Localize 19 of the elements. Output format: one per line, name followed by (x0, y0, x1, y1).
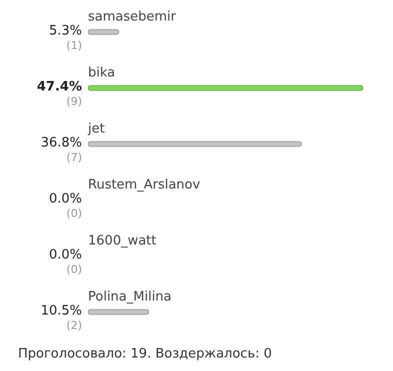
text: (0) (66, 206, 82, 220)
y-tick-label: 1600_watt (88, 233, 156, 248)
text: (1) (66, 38, 82, 52)
data-label: 10.5% (40, 303, 82, 318)
y-tick-label: Rustem_Arslanov (88, 177, 200, 192)
data-label: 0.0% (48, 191, 82, 206)
data-label: 47.4% (36, 79, 82, 94)
text: (0) (66, 262, 82, 276)
data-label: 0.0% (48, 247, 82, 262)
y-tick-label: samasebemir (88, 9, 177, 24)
y-tick-label: bika (88, 65, 116, 80)
y-tick-label: Polina_Milina (88, 289, 172, 304)
text: (7) (66, 150, 82, 164)
text: Проголосовало: 19. Воздержалось: 0 (18, 346, 272, 362)
y-tick-label: jet (87, 121, 105, 136)
text: (9) (66, 94, 82, 108)
data-label: 36.8% (40, 135, 82, 150)
data-label: 5.3% (48, 23, 82, 38)
text: (2) (66, 318, 82, 332)
